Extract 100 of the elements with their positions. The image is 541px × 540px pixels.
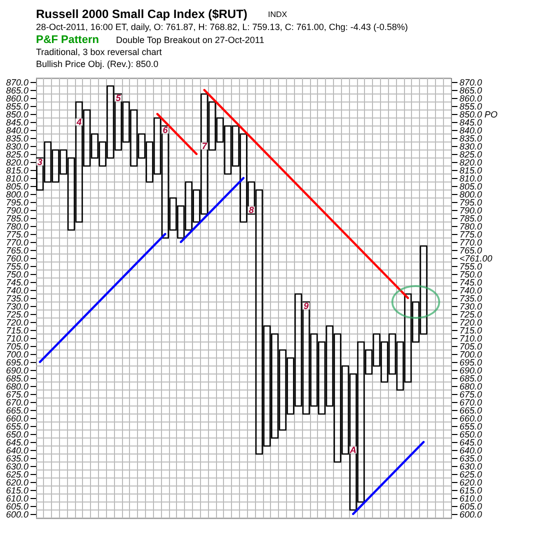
y2-tick-label: 695.0 [460,358,482,368]
y2-tick-label: 865.0 [460,86,482,96]
y2-tick-label: <761.00 [460,254,492,264]
y-tick-label: 715.0 [6,326,28,336]
y2-tick-label: 615.0 [460,486,482,496]
text: Bullish Price Obj. (Rev.): 850.0 [36,59,158,69]
y-tick-label: 730.0 [6,302,28,312]
y2-tick-label: 775.0 [460,230,482,240]
y2-tick-label: 625.0 [460,470,482,480]
y2-tick-label: 640.0 [460,446,482,456]
y-tick-label: 720.0 [6,318,28,328]
y2-tick-label: 755.0 [460,262,482,272]
y-tick-label: 745.0 [6,278,28,288]
y2-tick-label: 850.0 PO [460,110,498,120]
y-tick-label: 815.0 [6,166,28,176]
y-tick-label: 770.0 [6,238,28,248]
y2-tick-label: 790.0 [460,206,482,216]
text: P&F Pattern [36,34,100,46]
y2-tick-label: 685.0 [460,374,482,384]
y-tick-label: 690.0 [6,366,28,376]
annotation: 4 [76,117,82,127]
y2-tick-label: 635.0 [460,454,482,464]
y2-tick-label: 860.0 [460,94,482,104]
y-tick-label: 830.0 [6,142,28,152]
annotation: 3 [37,157,42,167]
y2-tick-label: 710.0 [460,334,482,344]
y-tick-label: 680.0 [6,382,28,392]
y-tick-label: 820.0 [6,158,28,168]
y-tick-label: 605.0 [6,502,28,512]
y-tick-label: 780.0 [6,222,28,232]
y-tick-label: 705.0 [6,342,28,352]
y2-tick-label: 645.0 [460,438,482,448]
y-tick-label: 695.0 [6,358,28,368]
y-tick-label: 655.0 [6,422,28,432]
annotation: A [348,445,356,455]
y2-tick-label: 665.0 [460,406,482,416]
y-tick-label: 775.0 [6,230,28,240]
y-tick-label: 700.0 [6,350,28,360]
y2-tick-label: 840.0 [460,126,482,136]
y2-tick-label: 830.0 [460,142,482,152]
y2-tick-label: 675.0 [460,390,482,400]
y2-tick-label: 845.0 [460,118,482,128]
y-tick-label: 765.0 [6,246,28,256]
y2-tick-label: 765.0 [460,246,482,256]
y2-tick-label: 655.0 [460,422,482,432]
y-tick-label: 735.0 [6,294,28,304]
y2-tick-label: 835.0 [460,134,482,144]
line-series [156,112,198,156]
text: Traditional, 3 box reversal chart [36,47,162,57]
annotation: 5 [116,93,122,103]
y2-tick-label: 810.0 [460,174,482,184]
y2-tick-label: 740.0 [460,286,482,296]
line-series [203,88,410,300]
y-tick-label: 865.0 [6,86,28,96]
y-tick-label: 635.0 [6,454,28,464]
y2-tick-label: 720.0 [460,318,482,328]
y-tick-label: 675.0 [6,390,28,400]
y2-tick-label: 620.0 [460,478,482,488]
y-tick-label: 795.0 [6,198,28,208]
y-tick-label: 755.0 [6,262,28,272]
y-tick-label: 665.0 [6,406,28,416]
y-tick-label: 850.0 [6,110,28,120]
y-tick-label: 670.0 [6,398,28,408]
y-tick-label: 645.0 [6,438,28,448]
y2-tick-label: 725.0 [460,310,482,320]
y-tick-label: 660.0 [6,414,28,424]
y-tick-label: 710.0 [6,334,28,344]
y2-tick-label: 825.0 [460,150,482,160]
y-tick-label: 870.0 [6,78,28,88]
y-tick-label: 610.0 [6,494,28,504]
y2-tick-label: 700.0 [460,350,482,360]
y2-tick-label: 610.0 [460,494,482,504]
y2-tick-label: 805.0 [460,182,482,192]
y-tick-label: 785.0 [6,214,28,224]
y2-tick-label: 670.0 [460,398,482,408]
y2-tick-label: 800.0 [460,190,482,200]
y2-tick-label: 785.0 [460,214,482,224]
y2-tick-label: 680.0 [460,382,482,392]
annotation: 9 [304,301,309,311]
y-tick-label: 625.0 [6,470,28,480]
y2-tick-label: 650.0 [460,430,482,440]
y2-tick-label: 600.0 [460,510,482,520]
text: INDX [268,10,288,19]
chart-subtitle: 28-Oct-2011, 16:00 ET, daily, O: 761.87, H: 768.82, L: 759.13, C: 761.00, Chg: -4.43 (-0.58%) [36,22,408,32]
y2-tick-label: 750.0 [460,270,482,280]
y2-tick-label: 605.0 [460,502,482,512]
y-tick-label: 845.0 [6,118,28,128]
y-tick-label: 725.0 [6,310,28,320]
y-tick-label: 760.0 [6,254,28,264]
y-tick-label: 825.0 [6,150,28,160]
text: Double Top Breakout on 27-Oct-2011 [116,35,264,45]
y2-tick-label: 745.0 [460,278,482,288]
chart-title: Russell 2000 Small Cap Index ($RUT) [36,7,248,21]
y-tick-label: 615.0 [6,486,28,496]
y-tick-label: 630.0 [6,462,28,472]
y-tick-label: 840.0 [6,126,28,136]
y-tick-label: 835.0 [6,134,28,144]
y2-tick-label: 820.0 [460,158,482,168]
y-tick-label: 685.0 [6,374,28,384]
y2-tick-label: 715.0 [460,326,482,336]
